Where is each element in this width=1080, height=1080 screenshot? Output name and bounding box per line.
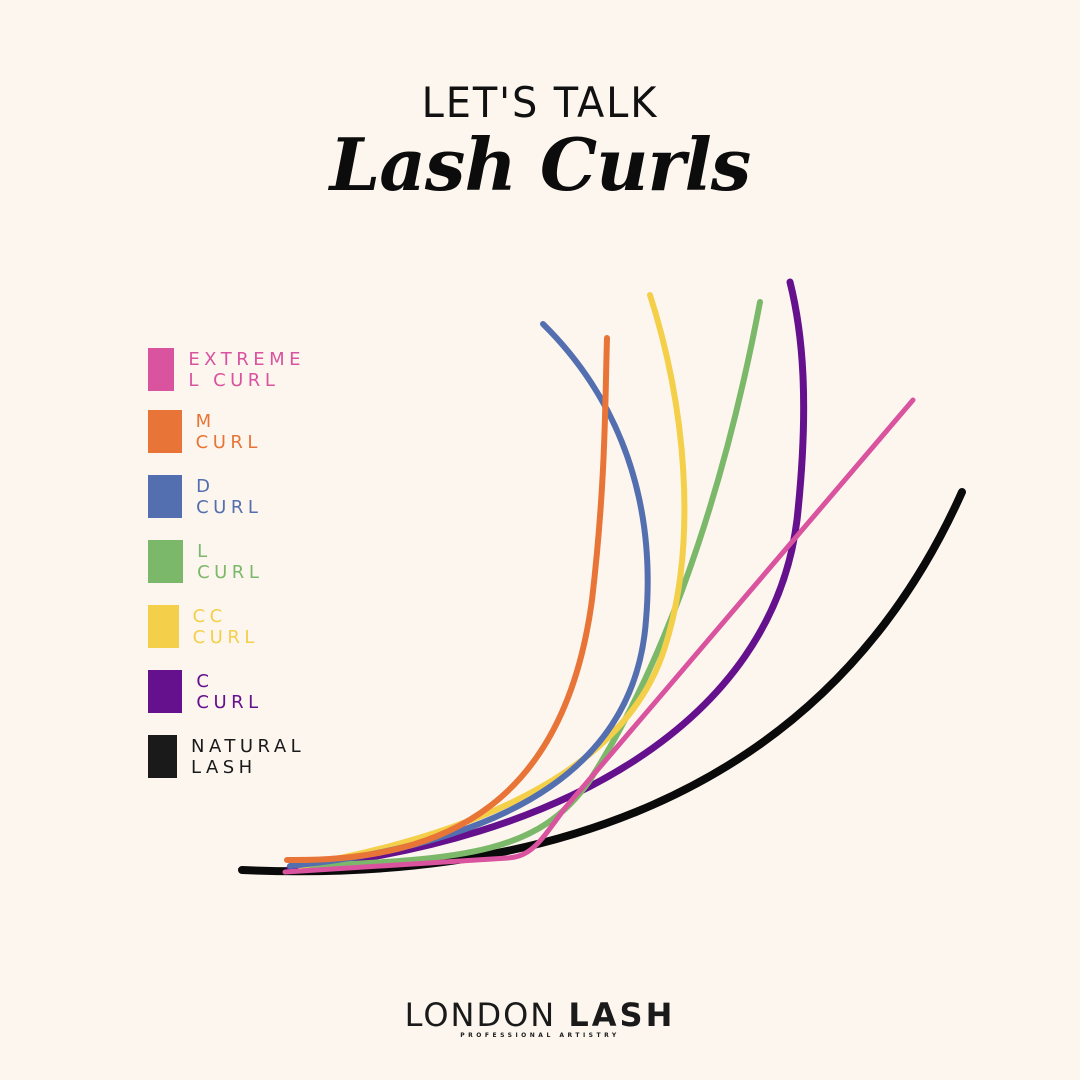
legend-item-m: M CURL: [148, 410, 271, 453]
l-curl-curve: [297, 299, 763, 869]
c-curl-curve: [286, 278, 808, 872]
legend-swatch: [148, 348, 175, 391]
legend-swatch: [148, 605, 179, 648]
legend-item-natural: NATURAL LASH: [148, 735, 319, 778]
legend-swatch: [148, 670, 183, 713]
legend-label: D CURL: [196, 475, 263, 518]
brand-logo: LONDON LASH PROFESSIONAL ARTISTRY: [0, 996, 1080, 1039]
legend-item-c: C CURL: [148, 670, 271, 713]
natural-lash-curve: [238, 488, 966, 876]
logo-name-bold: LASH: [568, 996, 676, 1034]
legend-item-cc: CC CURL: [148, 605, 271, 648]
legend-item-d: D CURL: [148, 475, 271, 518]
m-curl-curve: [284, 335, 610, 864]
legend-swatch: [148, 475, 183, 518]
d-curl-curve: [287, 321, 651, 869]
cc-curl-curve: [297, 292, 688, 869]
logo-name-light: LONDON: [404, 996, 557, 1034]
legend-label: C CURL: [196, 670, 263, 713]
legend-item-l: L CURL: [148, 540, 271, 583]
logo-tagline: PROFESSIONAL ARTISTRY: [460, 1032, 620, 1039]
legend-swatch: [148, 735, 177, 778]
legend-swatch: [148, 410, 182, 453]
legend-label: EXTREME L CURL: [188, 348, 305, 391]
kicker-text: LET'S TALK: [421, 78, 659, 127]
legend-item-extreme-l: EXTREME L CURL: [148, 348, 322, 391]
legend-label: L CURL: [197, 540, 264, 583]
extreme-l-curl-curve: [282, 397, 916, 875]
legend-label: CC CURL: [192, 605, 259, 648]
page-title: Lash Curls: [329, 122, 752, 207]
legend-label: NATURAL LASH: [191, 735, 306, 778]
legend-swatch: [148, 540, 184, 583]
legend-label: M CURL: [195, 410, 262, 453]
